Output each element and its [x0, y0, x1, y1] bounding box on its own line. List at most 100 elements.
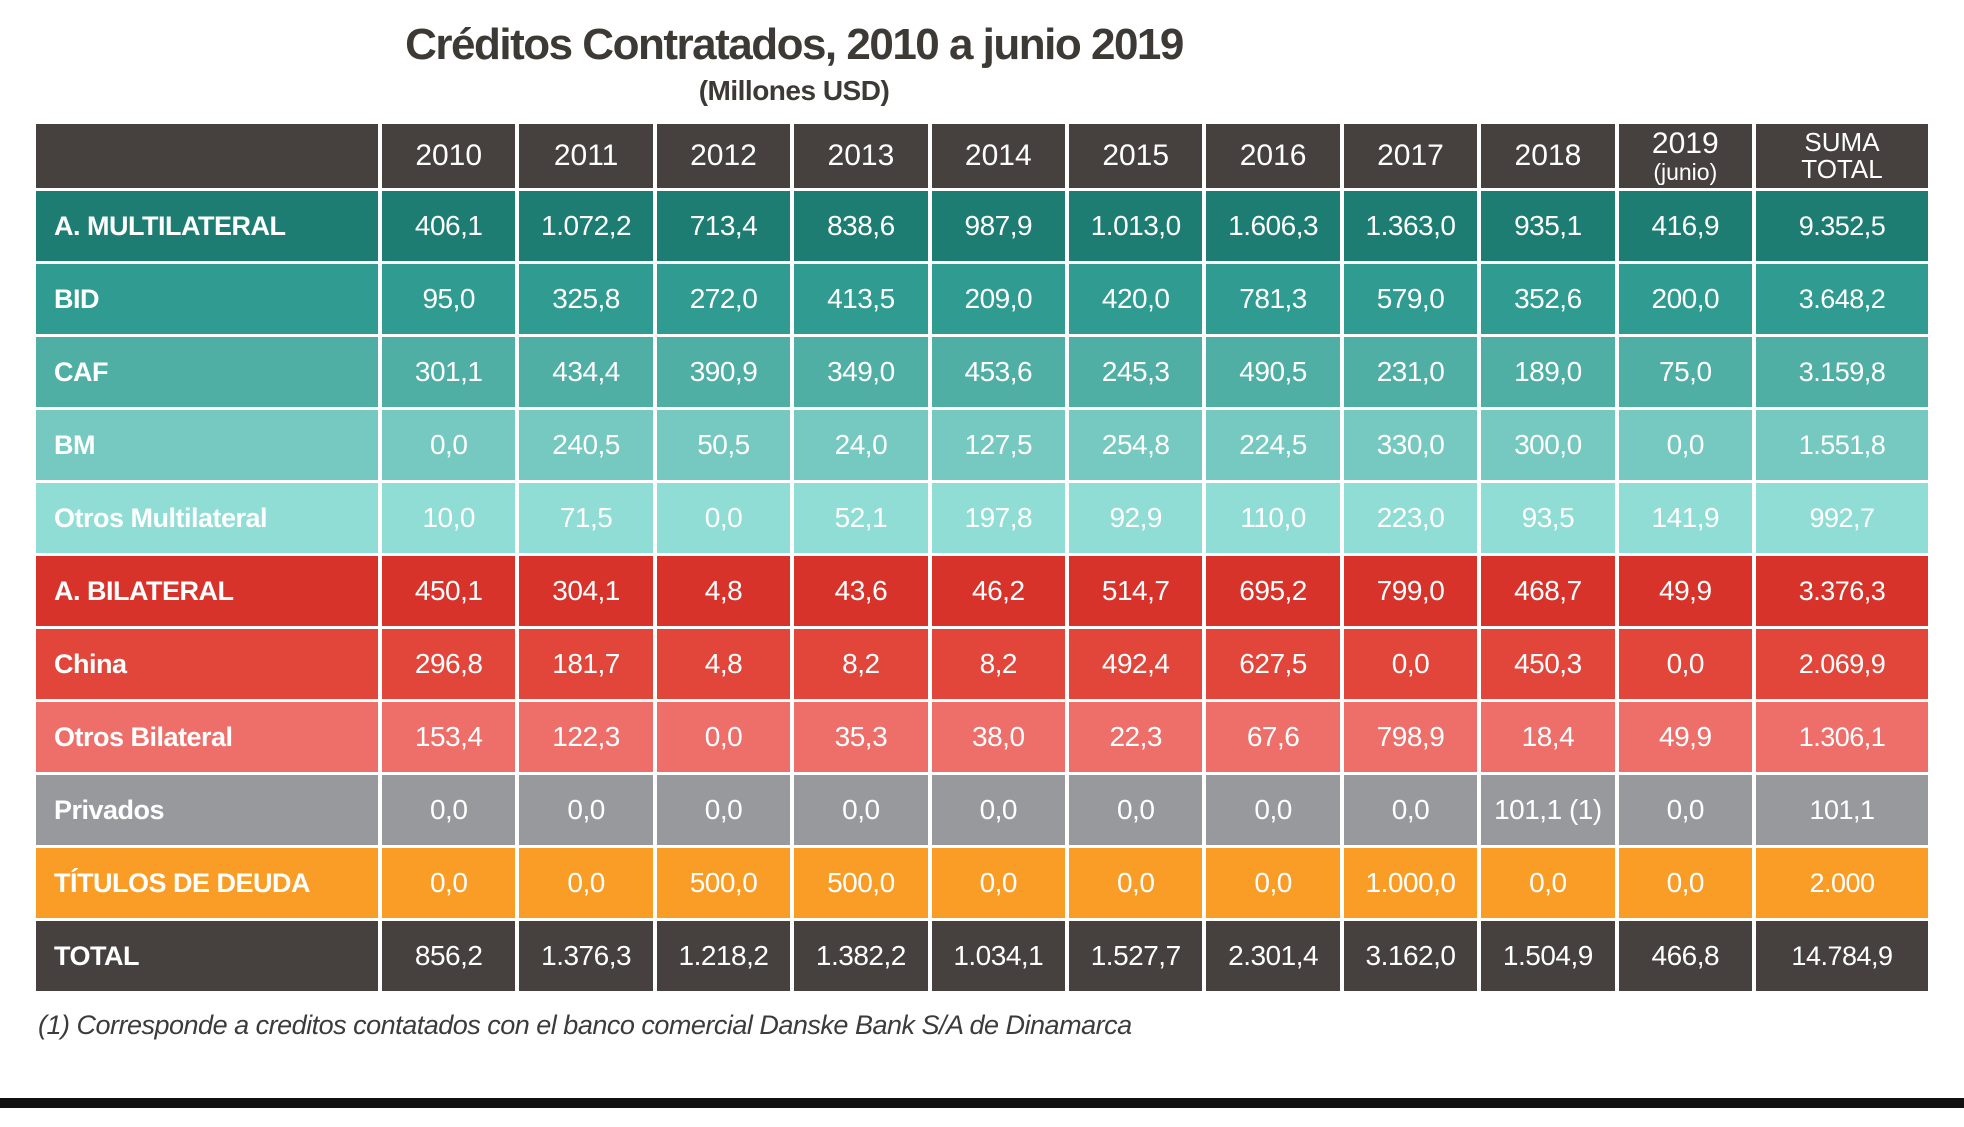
cell-value: 713,4 — [656, 191, 791, 261]
cell-value: 67,6 — [1206, 702, 1340, 772]
cell-value: 240,5 — [519, 410, 653, 480]
cell-value: 579,0 — [1343, 264, 1478, 334]
bottom-divider — [0, 1098, 1964, 1108]
col-header: 2013 — [794, 124, 928, 188]
cell-value: 799,0 — [1343, 556, 1478, 626]
cell-value: 181,7 — [519, 629, 653, 699]
cell-value: 0,0 — [1618, 410, 1752, 480]
cell-value: 10,0 — [382, 483, 516, 553]
cell-value: 0,0 — [656, 483, 791, 553]
cell-value: 0,0 — [1618, 629, 1752, 699]
cell-value: 468,7 — [1481, 556, 1615, 626]
cell-value: 122,3 — [519, 702, 653, 772]
cell-suma-total: 9.352,5 — [1755, 191, 1928, 261]
page-subtitle: (Millones USD) — [698, 75, 890, 106]
col-header: 2017 — [1343, 124, 1478, 188]
cell-value: 0,0 — [382, 410, 516, 480]
cell-value: 1.072,2 — [519, 191, 653, 261]
row-label: China — [36, 629, 378, 699]
col-header: 2018 — [1481, 124, 1615, 188]
cell-value: 838,6 — [794, 191, 928, 261]
col-header: 2012 — [656, 124, 791, 188]
row-label: BID — [36, 264, 378, 334]
cell-value: 8,2 — [794, 629, 928, 699]
cell-value: 798,9 — [1343, 702, 1478, 772]
cell-value: 0,0 — [1343, 629, 1478, 699]
cell-value: 3.162,0 — [1343, 921, 1478, 991]
cell-value: 254,8 — [1068, 410, 1203, 480]
cell-value: 127,5 — [931, 410, 1065, 480]
cell-value: 935,1 — [1481, 191, 1615, 261]
cell-suma-total: 3.648,2 — [1755, 264, 1928, 334]
col-header: SUMA TOTAL — [1755, 124, 1928, 188]
cell-value: 35,3 — [794, 702, 928, 772]
cell-value: 92,9 — [1068, 483, 1203, 553]
cell-value: 0,0 — [1343, 775, 1478, 845]
cell-value: 110,0 — [1206, 483, 1340, 553]
cell-value: 1.363,0 — [1343, 191, 1478, 261]
cell-value: 189,0 — [1481, 337, 1615, 407]
cell-suma-total: 992,7 — [1755, 483, 1928, 553]
cell-value: 1.527,7 — [1068, 921, 1203, 991]
cell-value: 1.013,0 — [1068, 191, 1203, 261]
cell-value: 406,1 — [382, 191, 516, 261]
cell-value: 71,5 — [519, 483, 653, 553]
cell-value: 49,9 — [1618, 702, 1752, 772]
col-header: 2015 — [1068, 124, 1203, 188]
cell-value: 0,0 — [1481, 848, 1615, 918]
cell-value: 301,1 — [382, 337, 516, 407]
cell-value: 434,4 — [519, 337, 653, 407]
cell-value: 0,0 — [1618, 775, 1752, 845]
row-label: Otros Bilateral — [36, 702, 378, 772]
cell-suma-total: 1.306,1 — [1755, 702, 1928, 772]
cell-value: 93,5 — [1481, 483, 1615, 553]
cell-value: 1.606,3 — [1206, 191, 1340, 261]
row-label: CAF — [36, 337, 378, 407]
cell-value: 0,0 — [1068, 775, 1203, 845]
cell-value: 416,9 — [1618, 191, 1752, 261]
cell-value: 490,5 — [1206, 337, 1340, 407]
cell-value: 0,0 — [382, 775, 516, 845]
cell-value: 4,8 — [656, 556, 791, 626]
cell-value: 101,1 (1) — [1481, 775, 1615, 845]
cell-suma-total: 14.784,9 — [1755, 921, 1928, 991]
row-label: A. MULTILATERAL — [36, 191, 378, 261]
cell-value: 223,0 — [1343, 483, 1478, 553]
row-label: A. BILATERAL — [36, 556, 378, 626]
cell-value: 304,1 — [519, 556, 653, 626]
cell-value: 52,1 — [794, 483, 928, 553]
cell-value: 272,0 — [656, 264, 791, 334]
cell-suma-total: 1.551,8 — [1755, 410, 1928, 480]
cell-value: 296,8 — [382, 629, 516, 699]
cell-value: 856,2 — [382, 921, 516, 991]
cell-value: 1.034,1 — [931, 921, 1065, 991]
cell-value: 38,0 — [931, 702, 1065, 772]
cell-value: 330,0 — [1343, 410, 1478, 480]
cell-suma-total: 2.069,9 — [1755, 629, 1928, 699]
cell-value: 197,8 — [931, 483, 1065, 553]
col-header: 2019 (junio) — [1618, 124, 1752, 188]
cell-value: 466,8 — [1618, 921, 1752, 991]
cell-value: 153,4 — [382, 702, 516, 772]
cell-value: 1.504,9 — [1481, 921, 1615, 991]
cell-value: 390,9 — [656, 337, 791, 407]
row-label: BM — [36, 410, 378, 480]
row-label: Privados — [36, 775, 378, 845]
cell-value: 75,0 — [1618, 337, 1752, 407]
cell-value: 231,0 — [1343, 337, 1478, 407]
row-label: Otros Multilateral — [36, 483, 378, 553]
cell-value: 695,2 — [1206, 556, 1340, 626]
cell-value: 1.376,3 — [519, 921, 653, 991]
cell-value: 0,0 — [794, 775, 928, 845]
cell-value: 49,9 — [1618, 556, 1752, 626]
cell-value: 413,5 — [794, 264, 928, 334]
cell-suma-total: 3.159,8 — [1755, 337, 1928, 407]
cell-value: 18,4 — [1481, 702, 1615, 772]
cell-value: 24,0 — [794, 410, 928, 480]
cell-value: 300,0 — [1481, 410, 1615, 480]
chart-header: Créditos Contratados, 2010 a junio 2019 … — [0, 20, 1588, 107]
cell-value: 420,0 — [1068, 264, 1203, 334]
row-label: TOTAL — [36, 921, 378, 991]
cell-value: 0,0 — [1618, 848, 1752, 918]
cell-value: 1.000,0 — [1343, 848, 1478, 918]
